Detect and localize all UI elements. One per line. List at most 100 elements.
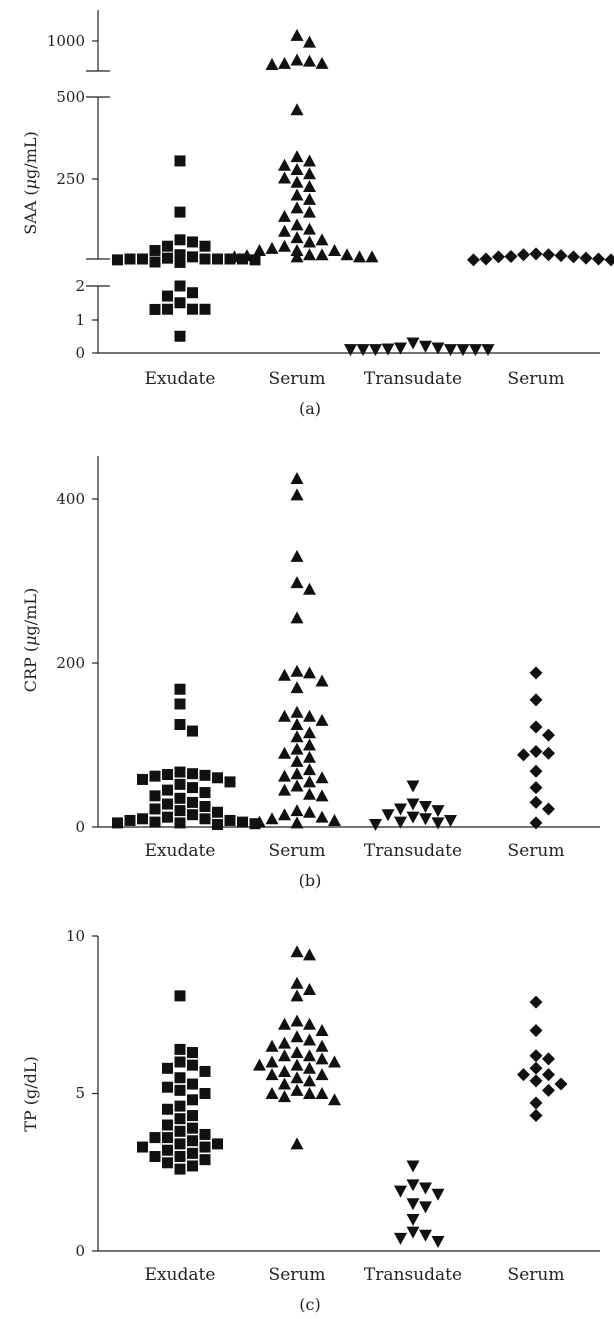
panel-b-label: (b)	[299, 871, 322, 890]
panel-b-square-point	[162, 798, 173, 810]
panel-b-diamond-point	[542, 728, 555, 742]
panel-c-triangle-down-point	[406, 1179, 420, 1192]
panel-a-triangle-up-point	[303, 154, 316, 167]
panel-b-diamond-point	[529, 693, 543, 707]
panel-b-triangle-up-point	[265, 812, 279, 825]
panel-a-square-point	[174, 234, 186, 246]
panel-b-triangle-up-point	[290, 730, 304, 743]
panel-c-diamond-point	[529, 1096, 543, 1110]
panel-b-square-point	[174, 792, 186, 804]
panel-c-square-point	[162, 1144, 173, 1156]
panel-a-triangle-down-point	[481, 344, 495, 357]
panel-a-square-point	[212, 253, 223, 265]
panel-b-diamond-point	[529, 666, 543, 680]
panel-c-square-point	[199, 1065, 211, 1077]
panel-a-triangle-down-point	[344, 344, 357, 357]
panel-c-triangle-up-point	[278, 1064, 291, 1077]
panel-c-triangle-up-point	[303, 983, 316, 996]
panel-c-triangle-down-point	[419, 1182, 432, 1195]
panel-b-y-axis-title: CRP (μg/mL)	[21, 588, 40, 692]
panel-c-square-point	[174, 1138, 186, 1150]
panel-b-triangle-up-point	[290, 718, 304, 730]
panel-a-category-exudate: Exudate	[145, 369, 216, 389]
panel-a-square-point	[162, 240, 173, 252]
panel-a-diamond-point	[492, 250, 505, 264]
panel-c-triangle-up-point	[303, 1033, 316, 1046]
panel-c-triangle-up-point	[290, 1137, 304, 1150]
panel-c-square-point	[187, 1047, 198, 1059]
panel-a-triangle-up-point	[303, 205, 316, 218]
panel-a-triangle-up-point	[278, 239, 291, 252]
panel-a-triangle-up-point	[328, 243, 341, 256]
panel-b-category-serum-1: Serum	[269, 841, 326, 861]
panel-c-triangle-up-point	[290, 945, 304, 958]
panel-a-triangle-up-point	[303, 222, 316, 235]
panel-b-diamond-point	[529, 795, 543, 809]
panel-a-triangle-down-point	[444, 344, 457, 357]
panel-c-ytick-label-10: 10	[66, 927, 85, 945]
panel-c-triangle-down-point	[406, 1214, 420, 1226]
panel-a-triangle-up-point	[303, 54, 316, 67]
panel-a-ytick-label-1: 1	[75, 311, 85, 329]
panel-c-diamond-point	[529, 1074, 543, 1088]
panel-a-diamond-point	[517, 248, 530, 262]
panel-c-triangle-up-point	[315, 1024, 329, 1036]
panel-c-square-point	[162, 1157, 173, 1169]
panel-c-triangle-up-point	[290, 1083, 304, 1096]
panel-a-triangle-up-point	[228, 250, 241, 263]
panel-c-diamond-point	[542, 1052, 555, 1066]
panel-b-square-point	[162, 784, 173, 796]
panel-a-square-point	[199, 253, 211, 265]
panel-a-square-point	[187, 303, 198, 315]
panel-c-diamond-point	[529, 995, 543, 1009]
panel-b-triangle-up-point	[303, 787, 316, 800]
panel-c-triangle-up-point	[290, 976, 304, 989]
panel-b-square-point	[237, 816, 248, 828]
panel-a-ytick-label-0: 0	[75, 344, 85, 362]
panel-b-square-point	[212, 819, 223, 831]
panel-a-triangle-down-point	[394, 342, 407, 355]
panel-b-square-point	[199, 769, 211, 781]
panel-c-square-point	[174, 990, 186, 1002]
panel-b-triangle-up-point	[303, 738, 316, 751]
panel-c-square-point	[162, 1119, 173, 1131]
panel-c-triangle-up-point	[278, 1090, 291, 1103]
panel-b-square-point	[199, 813, 211, 825]
panel-c-triangle-up-point	[303, 1017, 316, 1030]
panel-a-triangle-up-point	[315, 233, 329, 246]
panel-c: 0 5 10 TP (g/dL) Exudate Serum Transudat…	[21, 927, 600, 1314]
panel-a-square-point	[162, 303, 173, 315]
panel-b-triangle-down-point	[431, 805, 445, 818]
panel-c-triangle-up-point	[253, 1058, 266, 1071]
panel-b-triangle-up-point	[315, 789, 329, 802]
panel-c-square-point	[187, 1078, 198, 1090]
panel-c-label: (c)	[299, 1295, 320, 1314]
panel-a-square-point	[149, 244, 161, 256]
panel-b-triangle-down-point	[419, 813, 432, 826]
panel-a-square-point	[187, 287, 198, 299]
panel-c-square-point	[199, 1128, 211, 1140]
panel-c-square-point	[187, 1110, 198, 1122]
panel-b-square-point	[224, 814, 236, 826]
panel-b-triangle-up-point	[303, 763, 316, 776]
panel-c-category-transudate: Transudate	[364, 1265, 462, 1285]
panel-c-square-point	[199, 1141, 211, 1153]
panel-a-diamond-point	[592, 252, 605, 266]
panel-b-square-point	[162, 811, 173, 823]
panel-b-triangle-up-point	[253, 815, 266, 828]
panel-c-triangle-up-point	[315, 1068, 329, 1081]
panel-b-square-point	[149, 770, 161, 782]
panel-c-triangle-up-point	[290, 1046, 304, 1059]
panel-b-category-exudate: Exudate	[145, 841, 216, 861]
panel-a-diamond-point	[554, 249, 568, 263]
panel-c-square-point	[174, 1056, 186, 1068]
panel-a-square-point	[112, 254, 123, 266]
panel-a-triangle-down-point	[431, 342, 445, 355]
panel-b-diamond-point	[542, 802, 555, 816]
panel-c-triangle-up-point	[290, 989, 304, 1002]
panel-b-triangle-up-point	[290, 754, 304, 767]
panel-a-triangle-up-point	[278, 224, 291, 237]
panel-a-triangle-up-point	[265, 58, 279, 71]
panel-c-diamond-point	[529, 1109, 543, 1123]
panel-b-square-point	[137, 813, 148, 825]
